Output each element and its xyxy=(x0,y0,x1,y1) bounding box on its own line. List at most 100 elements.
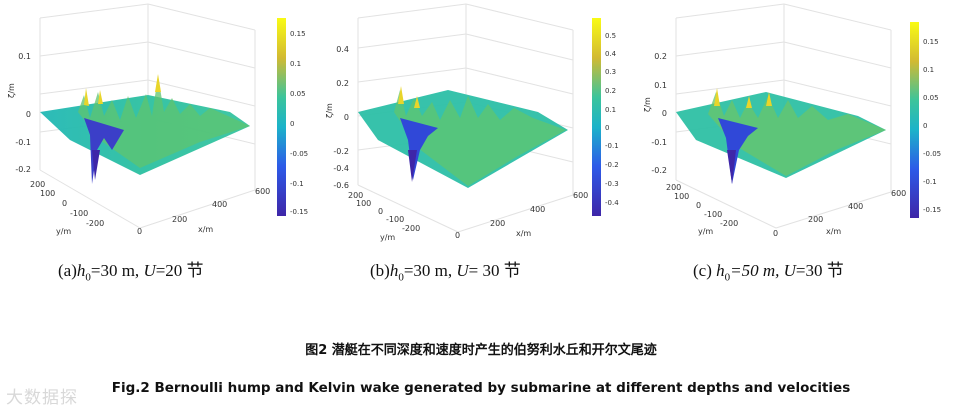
caption-text: =20 节 xyxy=(155,261,204,280)
z-axis-label: ζ/m xyxy=(643,97,652,112)
colorbar-tick: 0.15 xyxy=(290,30,306,38)
y-axis-label: y/m xyxy=(380,233,395,242)
colorbar-tick: 0.2 xyxy=(605,87,616,95)
x-axis-label: x/m xyxy=(826,227,841,236)
z-tick: -0.2 xyxy=(15,165,31,174)
z-tick: 0.1 xyxy=(18,52,31,61)
colorbar-tick: 0.1 xyxy=(923,66,934,74)
caption-b: (b)h0=30 m, U= 30 节 xyxy=(370,256,521,283)
z-tick: -0.2 xyxy=(651,166,667,175)
watermark-logo: 大数据探 xyxy=(6,388,78,408)
z-tick: 0.2 xyxy=(654,52,667,61)
y-tick: -100 xyxy=(704,210,722,219)
z-tick: -0.2 xyxy=(333,147,349,156)
caption-text: =30 节 xyxy=(795,261,844,280)
colorbar-tick: -0.05 xyxy=(923,150,941,158)
caption-sub: 0 xyxy=(398,271,404,284)
z-axis-label: ζ/m xyxy=(7,83,16,98)
y-tick: 100 xyxy=(40,189,55,198)
caption-a: (a)h0=30 m, U=20 节 xyxy=(58,256,204,283)
y-tick: -100 xyxy=(386,215,404,224)
y-tick: 0 xyxy=(696,201,701,210)
surface-plot-b: 0.4 0.2 0 -0.2 -0.4 -0.6 ζ/m 200 100 0 -… xyxy=(325,3,619,242)
x-tick: 200 xyxy=(490,219,505,228)
z-tick: -0.6 xyxy=(333,181,349,190)
y-tick: 0 xyxy=(378,207,383,216)
bernoulli-hump xyxy=(400,118,438,180)
colorbar-tick: -0.2 xyxy=(605,161,619,169)
z-tick: 0.4 xyxy=(336,45,349,54)
caption-var-u: U xyxy=(143,261,156,280)
y-tick: 200 xyxy=(348,191,363,200)
colorbar-tick: 0 xyxy=(290,120,294,128)
x-tick: 600 xyxy=(573,191,588,200)
kelvin-wake-crests xyxy=(708,92,886,176)
x-tick: 400 xyxy=(848,202,863,211)
colorbar-tick: -0.3 xyxy=(605,180,619,188)
colorbar-tick: 0 xyxy=(923,122,927,130)
caption-sub: 0 xyxy=(85,271,91,284)
y-axis-label: y/m xyxy=(698,227,713,236)
caption-text: =30 m, xyxy=(403,261,457,280)
colorbar-tick: -0.1 xyxy=(923,178,937,186)
y-tick: 200 xyxy=(30,180,45,189)
caption-label: (a) xyxy=(58,261,77,280)
x-tick: 200 xyxy=(808,215,823,224)
z-tick: 0.1 xyxy=(654,81,667,90)
figure-caption-chinese: 图2 潜艇在不同深度和速度时产生的伯努利水丘和开尔文尾迹 xyxy=(305,343,657,358)
caption-var-h: h xyxy=(389,261,399,280)
caption-var-h: h xyxy=(716,261,725,280)
bernoulli-hump xyxy=(718,118,758,184)
y-tick: 100 xyxy=(356,199,371,208)
caption-label: (c) xyxy=(693,261,717,280)
colorbar xyxy=(910,22,919,218)
colorbar xyxy=(277,18,286,216)
y-tick: -200 xyxy=(402,224,420,233)
x-tick: 400 xyxy=(530,205,545,214)
subplot-c: 0.2 0.1 0 -0.1 -0.2 ζ/m 200 100 0 -100 -… xyxy=(636,0,954,255)
colorbar-tick: 0.4 xyxy=(605,50,617,58)
peak-highlight xyxy=(398,86,420,108)
colorbar-tick: -0.1 xyxy=(605,142,619,150)
y-tick: -200 xyxy=(720,219,738,228)
y-tick: -200 xyxy=(86,219,104,228)
x-axis-label: x/m xyxy=(516,229,531,238)
peak-highlight xyxy=(714,88,772,108)
colorbar-tick: 0.3 xyxy=(605,68,616,76)
caption-var-h: h xyxy=(76,261,86,280)
y-axis-label: y/m xyxy=(56,227,71,236)
x-tick: 600 xyxy=(255,187,270,196)
colorbar-tick: -0.05 xyxy=(290,150,308,158)
x-axis-label: x/m xyxy=(198,225,213,234)
caption-text: =30 m, xyxy=(90,261,144,280)
z-tick: -0.1 xyxy=(15,138,31,147)
subplot-b: 0.4 0.2 0 -0.2 -0.4 -0.6 ζ/m 200 100 0 -… xyxy=(318,0,636,255)
surface-plot-a: 0 0.1 -0.1 -0.2 ζ/m 200 100 0 -100 -200 … xyxy=(7,3,308,236)
caption-var-u: U xyxy=(783,261,796,280)
colorbar-tick: -0.4 xyxy=(605,199,619,207)
caption-sub: 0 xyxy=(724,271,731,284)
x-tick: 0 xyxy=(137,227,142,236)
colorbar-tick: 0.5 xyxy=(605,32,616,40)
colorbar-tick: 0.15 xyxy=(923,38,939,46)
colorbar-tick: 0.05 xyxy=(923,94,939,102)
z-axis-label: ζ/m xyxy=(325,103,334,118)
figure-caption-english: Fig.2 Bernoulli hump and Kelvin wake gen… xyxy=(111,380,851,396)
z-tick: -0.1 xyxy=(651,138,667,147)
y-tick: -100 xyxy=(70,209,88,218)
z-tick: 0 xyxy=(344,113,349,122)
y-tick: 0 xyxy=(62,199,67,208)
surface-plot-c: 0.2 0.1 0 -0.1 -0.2 ζ/m 200 100 0 -100 -… xyxy=(643,3,941,238)
z-tick: -0.4 xyxy=(333,164,349,173)
y-tick: 100 xyxy=(674,192,689,201)
caption-text: =50 m, xyxy=(730,261,784,280)
kelvin-wake-crests xyxy=(78,76,250,168)
kelvin-wake-crests xyxy=(394,90,566,186)
caption-label: (b) xyxy=(370,261,390,280)
colorbar-tick: -0.15 xyxy=(290,208,308,216)
x-tick: 400 xyxy=(212,200,227,209)
subplot-a: 0 0.1 -0.1 -0.2 ζ/m 200 100 0 -100 -200 … xyxy=(0,0,318,255)
colorbar-tick: 0 xyxy=(605,124,609,132)
x-tick: 0 xyxy=(773,229,778,238)
colorbar-tick: 0.1 xyxy=(290,60,301,68)
